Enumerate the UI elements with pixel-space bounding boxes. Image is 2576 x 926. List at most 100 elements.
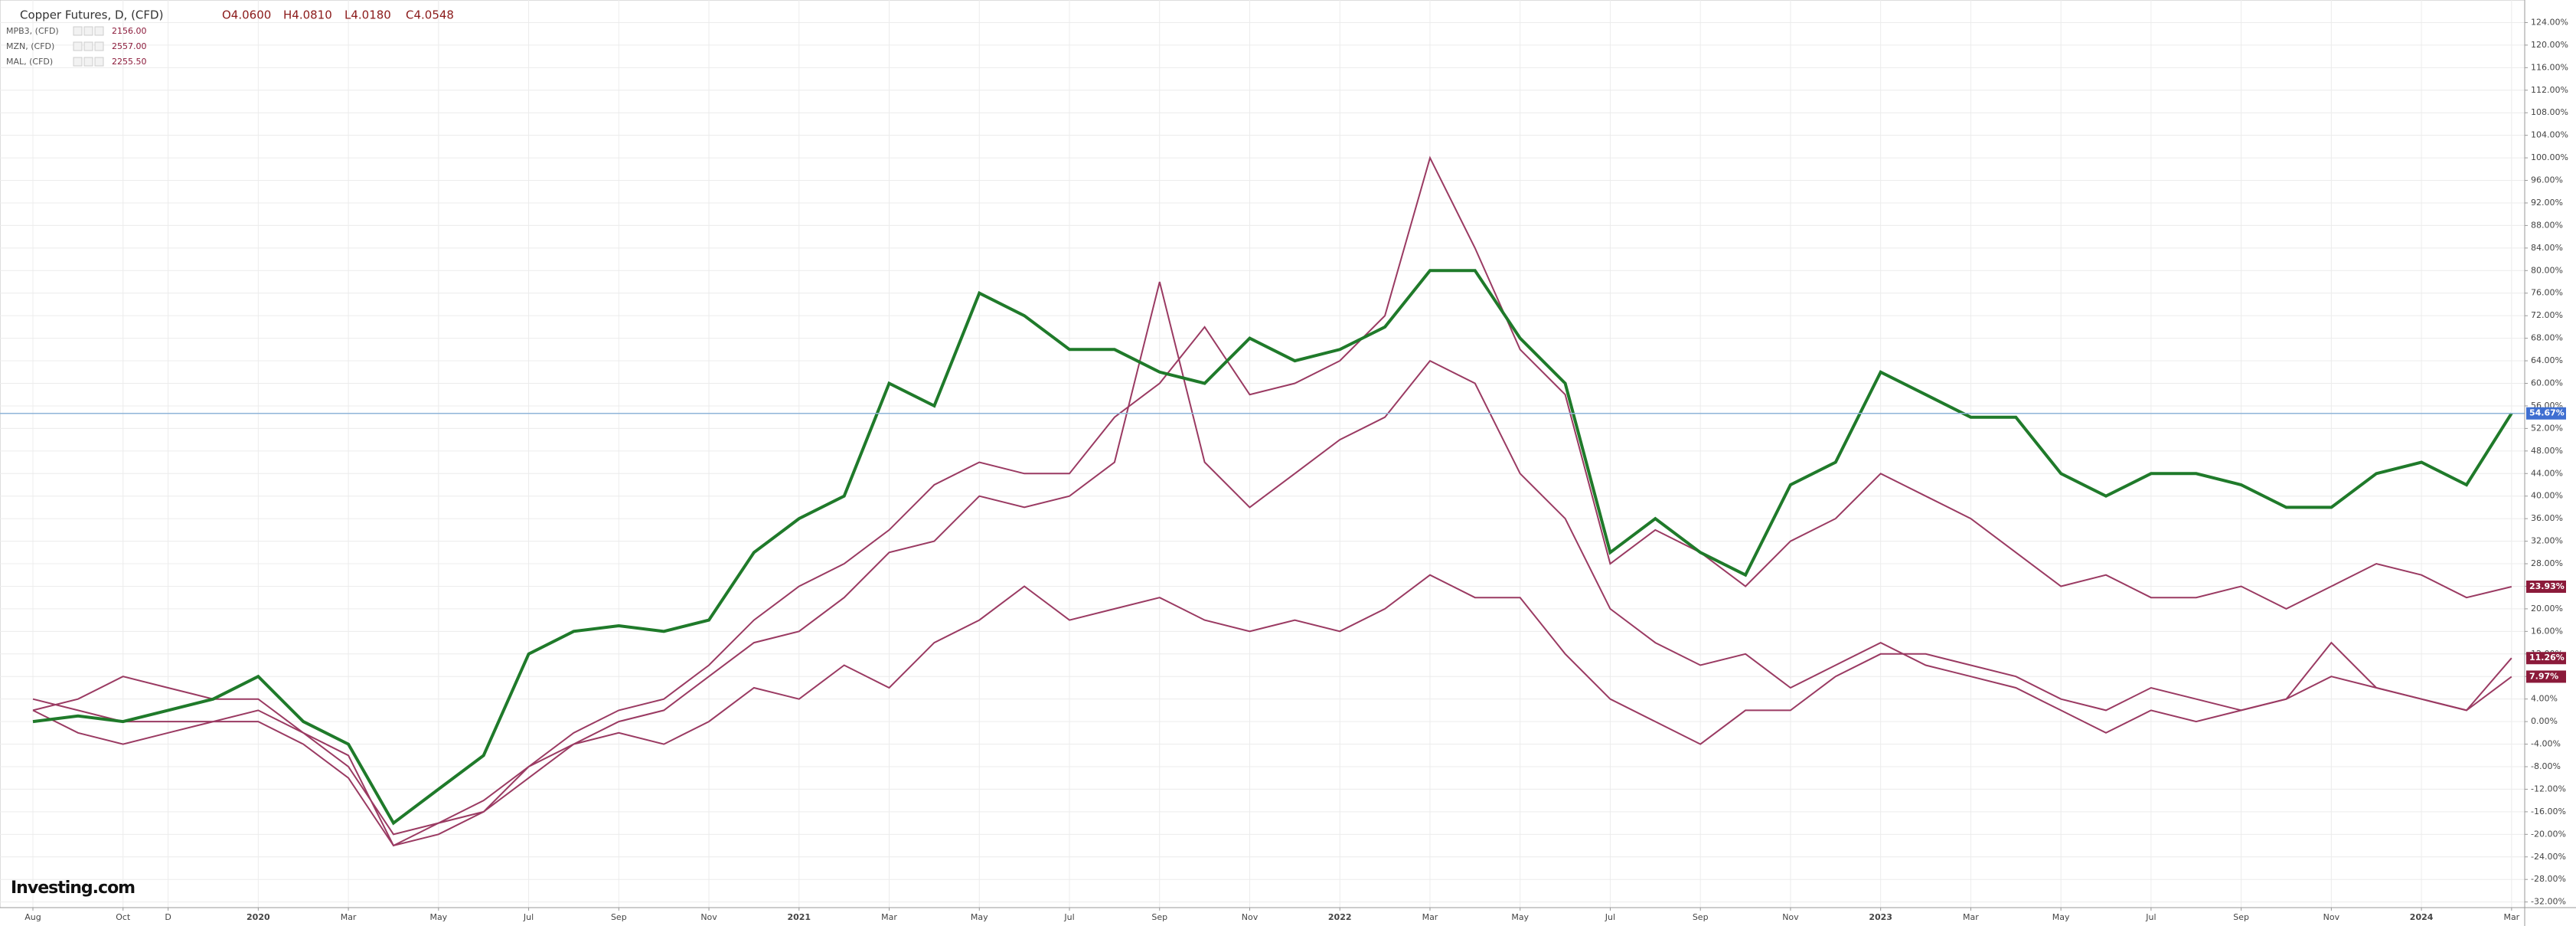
- legend-name: MAL, (CFD): [6, 57, 53, 67]
- x-tick-label: Sep: [611, 912, 627, 922]
- x-tick-label: Jul: [1063, 912, 1074, 922]
- value-badge-label: 54.67%: [2529, 408, 2565, 418]
- legend-price: 2557.00: [112, 41, 147, 51]
- y-tick-label: 48.00%: [2531, 446, 2563, 456]
- x-tick-label: May: [2052, 912, 2070, 922]
- series-line: [32, 281, 2512, 836]
- y-tick-label: 80.00%: [2531, 265, 2563, 275]
- y-tick-label: 112.00%: [2531, 85, 2568, 95]
- legend-button: [73, 41, 83, 51]
- x-tick-label: Jul: [2145, 912, 2156, 922]
- logo: Investing.com: [11, 879, 135, 898]
- y-tick-label: 120.00%: [2531, 40, 2568, 50]
- y-tick-label: 68.00%: [2531, 333, 2563, 343]
- x-tick-label: Sep: [1693, 912, 1709, 922]
- x-tick-label: Mar: [881, 912, 897, 922]
- x-tick-label: 2024: [2410, 912, 2434, 922]
- x-tick-label: Nov: [2323, 912, 2340, 922]
- value-badge: [2526, 407, 2566, 420]
- y-tick-label: -12.00%: [2531, 784, 2566, 793]
- y-tick-label: 16.00%: [2531, 626, 2563, 636]
- legend: Copper Futures, D, (CFD) O4.0600 H4.0810 L…: [6, 8, 454, 67]
- plot-frame: [0, 0, 2525, 908]
- x-tick-label: 2020: [246, 912, 270, 922]
- y-tick-label: 96.00%: [2531, 175, 2563, 185]
- x-tick-label: 2023: [1869, 912, 1892, 922]
- x-tick-label: Jul: [1605, 912, 1615, 922]
- x-tick-label: Mar: [2503, 912, 2519, 922]
- ohlc-value: O4.0600: [222, 8, 271, 22]
- y-tick-label: 64.00%: [2531, 355, 2563, 365]
- x-tick-label: Mar: [1422, 912, 1438, 922]
- legend-button: [73, 26, 83, 36]
- y-tick-label: 104.00%: [2531, 130, 2568, 140]
- ohlc-value: H4.0810: [283, 8, 332, 22]
- series-line: [32, 574, 2512, 847]
- y-tick-label: -20.00%: [2531, 829, 2566, 839]
- y-tick-label: 40.00%: [2531, 491, 2563, 501]
- y-tick-label: 92.00%: [2531, 198, 2563, 208]
- y-tick-label: 36.00%: [2531, 513, 2563, 523]
- value-badge-label: 23.93%: [2529, 581, 2565, 591]
- x-tick-label: Mar: [341, 912, 357, 922]
- y-tick-label: 44.00%: [2531, 468, 2563, 478]
- x-tick-label: Nov: [700, 912, 717, 922]
- y-tick-label: 4.00%: [2531, 694, 2558, 704]
- value-badge-label: 11.26%: [2529, 653, 2565, 663]
- x-tick-label: May: [1511, 912, 1529, 922]
- x-tick-label: D: [165, 912, 171, 922]
- y-tick-label: 88.00%: [2531, 220, 2563, 230]
- marks: [0, 155, 2525, 847]
- x-tick-label: Mar: [1963, 912, 1979, 922]
- x-tick-label: Oct: [116, 912, 131, 922]
- ohlc-value: L4.0180: [344, 8, 391, 22]
- value-badge: [2526, 580, 2566, 593]
- y-tick-label: -28.00%: [2531, 874, 2566, 884]
- legend-price: 2255.50: [112, 57, 147, 67]
- value-badge: [2526, 652, 2566, 665]
- y-tick-label: 20.00%: [2531, 604, 2563, 614]
- legend-price: 2156.00: [112, 26, 147, 36]
- x-tick-label: May: [429, 912, 447, 922]
- x-tick-label: Sep: [2233, 912, 2249, 922]
- value-badge-label: 7.97%: [2529, 671, 2558, 681]
- y-tick-label: 116.00%: [2531, 62, 2568, 72]
- ohlc-value: C4.0548: [406, 8, 454, 22]
- y-tick-label: 100.00%: [2531, 152, 2568, 162]
- x-tick-label: Sep: [1151, 912, 1167, 922]
- y-tick-label: -32.00%: [2531, 897, 2566, 907]
- chart-title: Copper Futures, D, (CFD): [20, 8, 163, 22]
- legend-button: [73, 57, 83, 67]
- y-tick-label: 72.00%: [2531, 310, 2563, 320]
- x-tick-label: 2021: [787, 912, 811, 922]
- legend-button: [94, 26, 104, 36]
- y-tick-label: 76.00%: [2531, 288, 2563, 298]
- y-tick-label: 32.00%: [2531, 536, 2563, 546]
- grid: [0, 0, 2525, 908]
- y-tick-label: -16.00%: [2531, 807, 2566, 816]
- value-badge: [2526, 670, 2566, 683]
- series-line: [32, 269, 2513, 826]
- x-tick-label: Nov: [1782, 912, 1799, 922]
- y-tick-label: 52.00%: [2531, 423, 2563, 433]
- x-tick-label: May: [971, 912, 988, 922]
- x-tick-label: 2022: [1328, 912, 1352, 922]
- x-tick-label: Aug: [24, 912, 41, 922]
- y-tick-label: 28.00%: [2531, 558, 2563, 568]
- x-tick-label: Jul: [523, 912, 534, 922]
- y-tick-label: -24.00%: [2531, 852, 2566, 862]
- y-tick-label: -4.00%: [2531, 739, 2561, 749]
- y-tick-label: 0.00%: [2531, 716, 2558, 726]
- legend-button: [83, 57, 93, 67]
- series-line: [32, 155, 2512, 847]
- y-tick-label: 108.00%: [2531, 107, 2568, 117]
- legend-button: [83, 41, 93, 51]
- x-tick-label: Nov: [1242, 912, 1259, 922]
- y-tick-label: -8.00%: [2531, 761, 2561, 771]
- legend-button: [94, 41, 104, 51]
- legend-button: [94, 57, 104, 67]
- y-tick-label: 60.00%: [2531, 378, 2563, 388]
- y-tick-label: 84.00%: [2531, 243, 2563, 253]
